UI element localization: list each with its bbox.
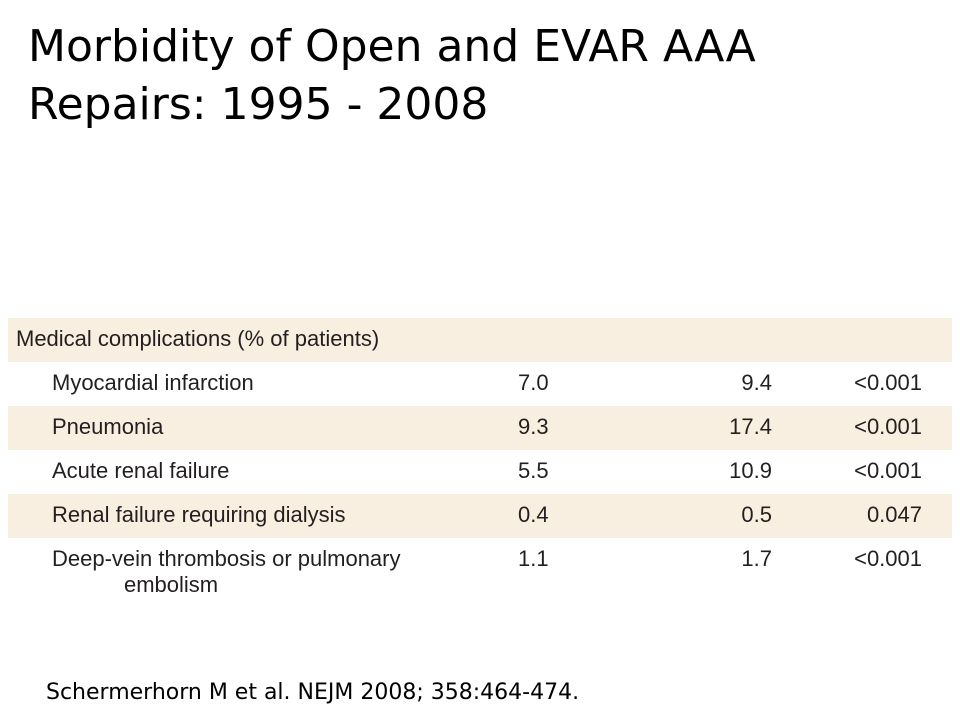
row-label: Renal failure requiring dialysis <box>52 502 346 527</box>
complications-table: Medical complications (% of patients) My… <box>8 318 952 608</box>
table-row: Renal failure requiring dialysis 0.4 0.5… <box>8 494 952 538</box>
table-row: Acute renal failure 5.5 10.9 <0.001 <box>8 450 952 494</box>
row-value-2: 17.4 <box>729 414 772 439</box>
table-header-row: Medical complications (% of patients) <box>8 318 952 362</box>
row-p-value: <0.001 <box>854 370 922 395</box>
citation: Schermerhorn M et al. NEJM 2008; 358:464… <box>46 680 580 705</box>
row-value-1: 9.3 <box>518 414 549 439</box>
row-value-2: 1.7 <box>741 546 772 571</box>
slide-title: Morbidity of Open and EVAR AAA Repairs: … <box>28 18 948 134</box>
row-value-1: 5.5 <box>518 458 549 483</box>
row-label-line-1: Deep-vein thrombosis or pulmonary <box>52 546 401 571</box>
row-value-1: 1.1 <box>518 546 549 571</box>
row-label: Deep-vein thrombosis or pulmonary emboli… <box>52 546 492 598</box>
row-p-value: <0.001 <box>854 414 922 439</box>
row-value-1: 0.4 <box>518 502 549 527</box>
row-p-value: 0.047 <box>866 502 922 527</box>
row-value-1: 7.0 <box>518 370 549 395</box>
title-line-2: Repairs: 1995 - 2008 <box>28 79 489 130</box>
row-value-2: 10.9 <box>729 458 772 483</box>
title-line-1: Morbidity of Open and EVAR AAA <box>28 21 756 72</box>
row-p-value: <0.001 <box>854 458 922 483</box>
table-header-label: Medical complications (% of patients) <box>16 326 380 351</box>
row-value-2: 0.5 <box>741 502 772 527</box>
table-row: Deep-vein thrombosis or pulmonary emboli… <box>8 538 952 608</box>
row-label: Acute renal failure <box>52 458 230 483</box>
row-label: Myocardial infarction <box>52 370 254 395</box>
row-value-2: 9.4 <box>741 370 772 395</box>
table-row: Myocardial infarction 7.0 9.4 <0.001 <box>8 362 952 406</box>
row-label: Pneumonia <box>52 414 164 439</box>
row-p-value: <0.001 <box>854 546 922 571</box>
table-row: Pneumonia 9.3 17.4 <0.001 <box>8 406 952 450</box>
row-label-line-2: embolism <box>124 572 219 597</box>
